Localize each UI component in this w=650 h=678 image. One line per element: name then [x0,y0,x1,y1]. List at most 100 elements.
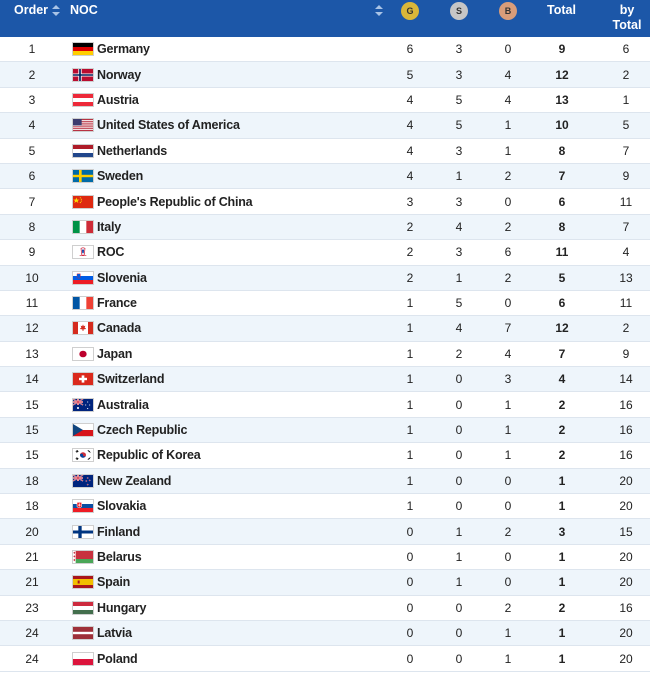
rank-cell: 3 [28,92,36,107]
country-name[interactable]: Belarus [97,550,142,564]
rank-cell: 4 [28,118,36,133]
sort-icon[interactable] [375,5,383,16]
table-row[interactable]: 12 Canada 1 4 7 12 2 [0,316,650,342]
table-row[interactable]: 18 Slovakia 1 0 0 1 20 [0,494,650,520]
country-name[interactable]: Poland [97,651,138,666]
country-name[interactable]: Canada [97,321,141,336]
rank-by-total: 20 [619,550,633,564]
bronze-count: 4 [504,92,512,107]
country-name[interactable]: Netherlands [97,143,168,158]
bronze-count: 7 [504,321,512,336]
bronze-count: 0 [504,194,512,209]
total-count: 1 [558,499,566,514]
table-row[interactable]: 5 Netherlands 4 3 1 8 7 [0,139,650,164]
gold-count: 1 [406,321,414,336]
sort-icon[interactable] [52,4,61,16]
country-name[interactable]: France [97,296,137,311]
rank-cell: 24 [25,651,39,666]
country-name[interactable]: Republic of Korea [97,448,201,463]
table-row[interactable]: 11 France 1 5 0 6 11 [0,291,650,317]
table-row[interactable]: 8 Italy 2 4 2 8 7 [0,214,650,241]
gold-count: 4 [406,143,414,158]
bronze-count: 1 [504,448,512,463]
table-row[interactable]: 23 Hungary 0 0 2 2 16 [0,596,650,621]
country-name[interactable]: Spain [97,575,131,590]
country-name[interactable]: New Zealand [97,473,172,488]
order-column-header[interactable]: Order [14,3,61,17]
country-name[interactable]: Sweden [97,169,144,184]
country-name[interactable]: Latvia [97,626,132,641]
rank-by-total: 20 [619,651,633,666]
rank-by-total: 11 [619,194,633,209]
rank-by-total: 5 [622,118,630,133]
country-name[interactable]: Japan [97,346,133,361]
table-row[interactable]: 3 Austria 4 5 4 13 1 [0,88,650,114]
bronze-count: 2 [504,270,512,285]
korea-flag-icon [72,448,94,463]
table-row[interactable]: 2 Norway 5 3 4 12 2 [0,62,650,88]
table-row[interactable]: 15 Republic of Korea 1 0 1 2 16 [0,443,650,469]
table-row[interactable]: 21 Belarus 0 1 0 1 20 [0,545,650,571]
total-count: 8 [558,219,566,234]
country-name[interactable]: Australia [97,397,149,412]
rank-by-total: 16 [619,600,633,615]
bronze-medal-icon[interactable]: B [499,2,517,20]
table-row[interactable]: 4 United States of America 4 5 1 10 5 [0,113,650,139]
table-row[interactable]: 18 New Zealand 1 0 0 1 20 [0,468,650,495]
noc-column-header[interactable]: NOC [70,3,98,17]
table-row[interactable]: 24 Latvia 0 0 1 1 20 [0,620,650,647]
table-row[interactable]: 24 Poland 0 0 1 1 20 [0,646,650,672]
total-count: 10 [555,118,569,133]
country-name[interactable]: ROC [97,245,125,260]
table-row[interactable]: 9 ROC 2 3 6 11 4 [0,240,650,266]
table-row[interactable]: 15 Australia 1 0 1 2 16 [0,392,650,418]
gold-count: 6 [406,42,414,57]
table-row[interactable]: 1 Germany 6 3 0 9 6 [0,37,650,63]
country-name[interactable]: Finland [97,524,141,539]
total-count: 12 [555,67,569,82]
gold-count: 0 [406,626,414,641]
bronze-count: 1 [504,423,512,438]
country-name[interactable]: People's Republic of China [97,194,253,209]
bronze-count: 0 [504,296,512,311]
country-name[interactable]: United States of America [97,118,240,133]
rank-by-total: 9 [622,169,630,184]
country-name[interactable]: Italy [97,219,122,234]
table-row[interactable]: 20 Finland 0 1 2 3 15 [0,519,650,545]
table-row[interactable]: 21 Spain 0 1 0 1 20 [0,570,650,596]
country-name[interactable]: Slovakia [97,499,147,514]
gold-count: 1 [406,473,414,488]
total-column-header[interactable]: Total [547,3,576,17]
table-row[interactable]: 14 Switzerland 1 0 3 4 14 [0,367,650,393]
by-total-column-header[interactable]: by Total [610,3,644,33]
country-name[interactable]: Czech Republic [97,423,188,438]
table-row[interactable]: 6 Sweden 4 1 2 7 9 [0,163,650,190]
total-count: 11 [555,245,569,260]
country-name[interactable]: Austria [97,92,139,107]
silver-count: 3 [455,42,463,57]
country-name[interactable]: Hungary [97,600,147,615]
rank-cell: 15 [25,423,39,438]
country-name[interactable]: Germany [97,42,150,57]
bronze-count: 0 [504,499,512,514]
rank-by-total: 7 [622,143,630,158]
gold-medal-icon[interactable]: G [401,2,419,20]
table-row[interactable]: 15 Czech Republic 1 0 1 2 16 [0,417,650,444]
rank-cell: 6 [28,169,36,184]
spain-flag-icon [72,575,94,590]
table-row[interactable]: 10 Slovenia 2 1 2 5 13 [0,265,650,291]
table-row[interactable]: 13 Japan 1 2 4 7 9 [0,342,650,368]
rank-cell: 11 [25,296,39,311]
table-row[interactable]: 7 People's Republic of China 3 3 0 6 11 [0,189,650,215]
gold-count: 1 [406,346,414,361]
country-name[interactable]: Slovenia [97,270,147,285]
usa-flag-icon [72,118,94,133]
gold-count: 0 [406,524,414,539]
country-name[interactable]: Norway [97,67,141,82]
rank-cell: 21 [25,550,39,564]
country-name[interactable]: Switzerland [97,372,165,387]
rank-by-total: 6 [622,42,630,57]
rank-by-total: 4 [622,245,630,260]
silver-medal-icon[interactable]: S [450,2,468,20]
